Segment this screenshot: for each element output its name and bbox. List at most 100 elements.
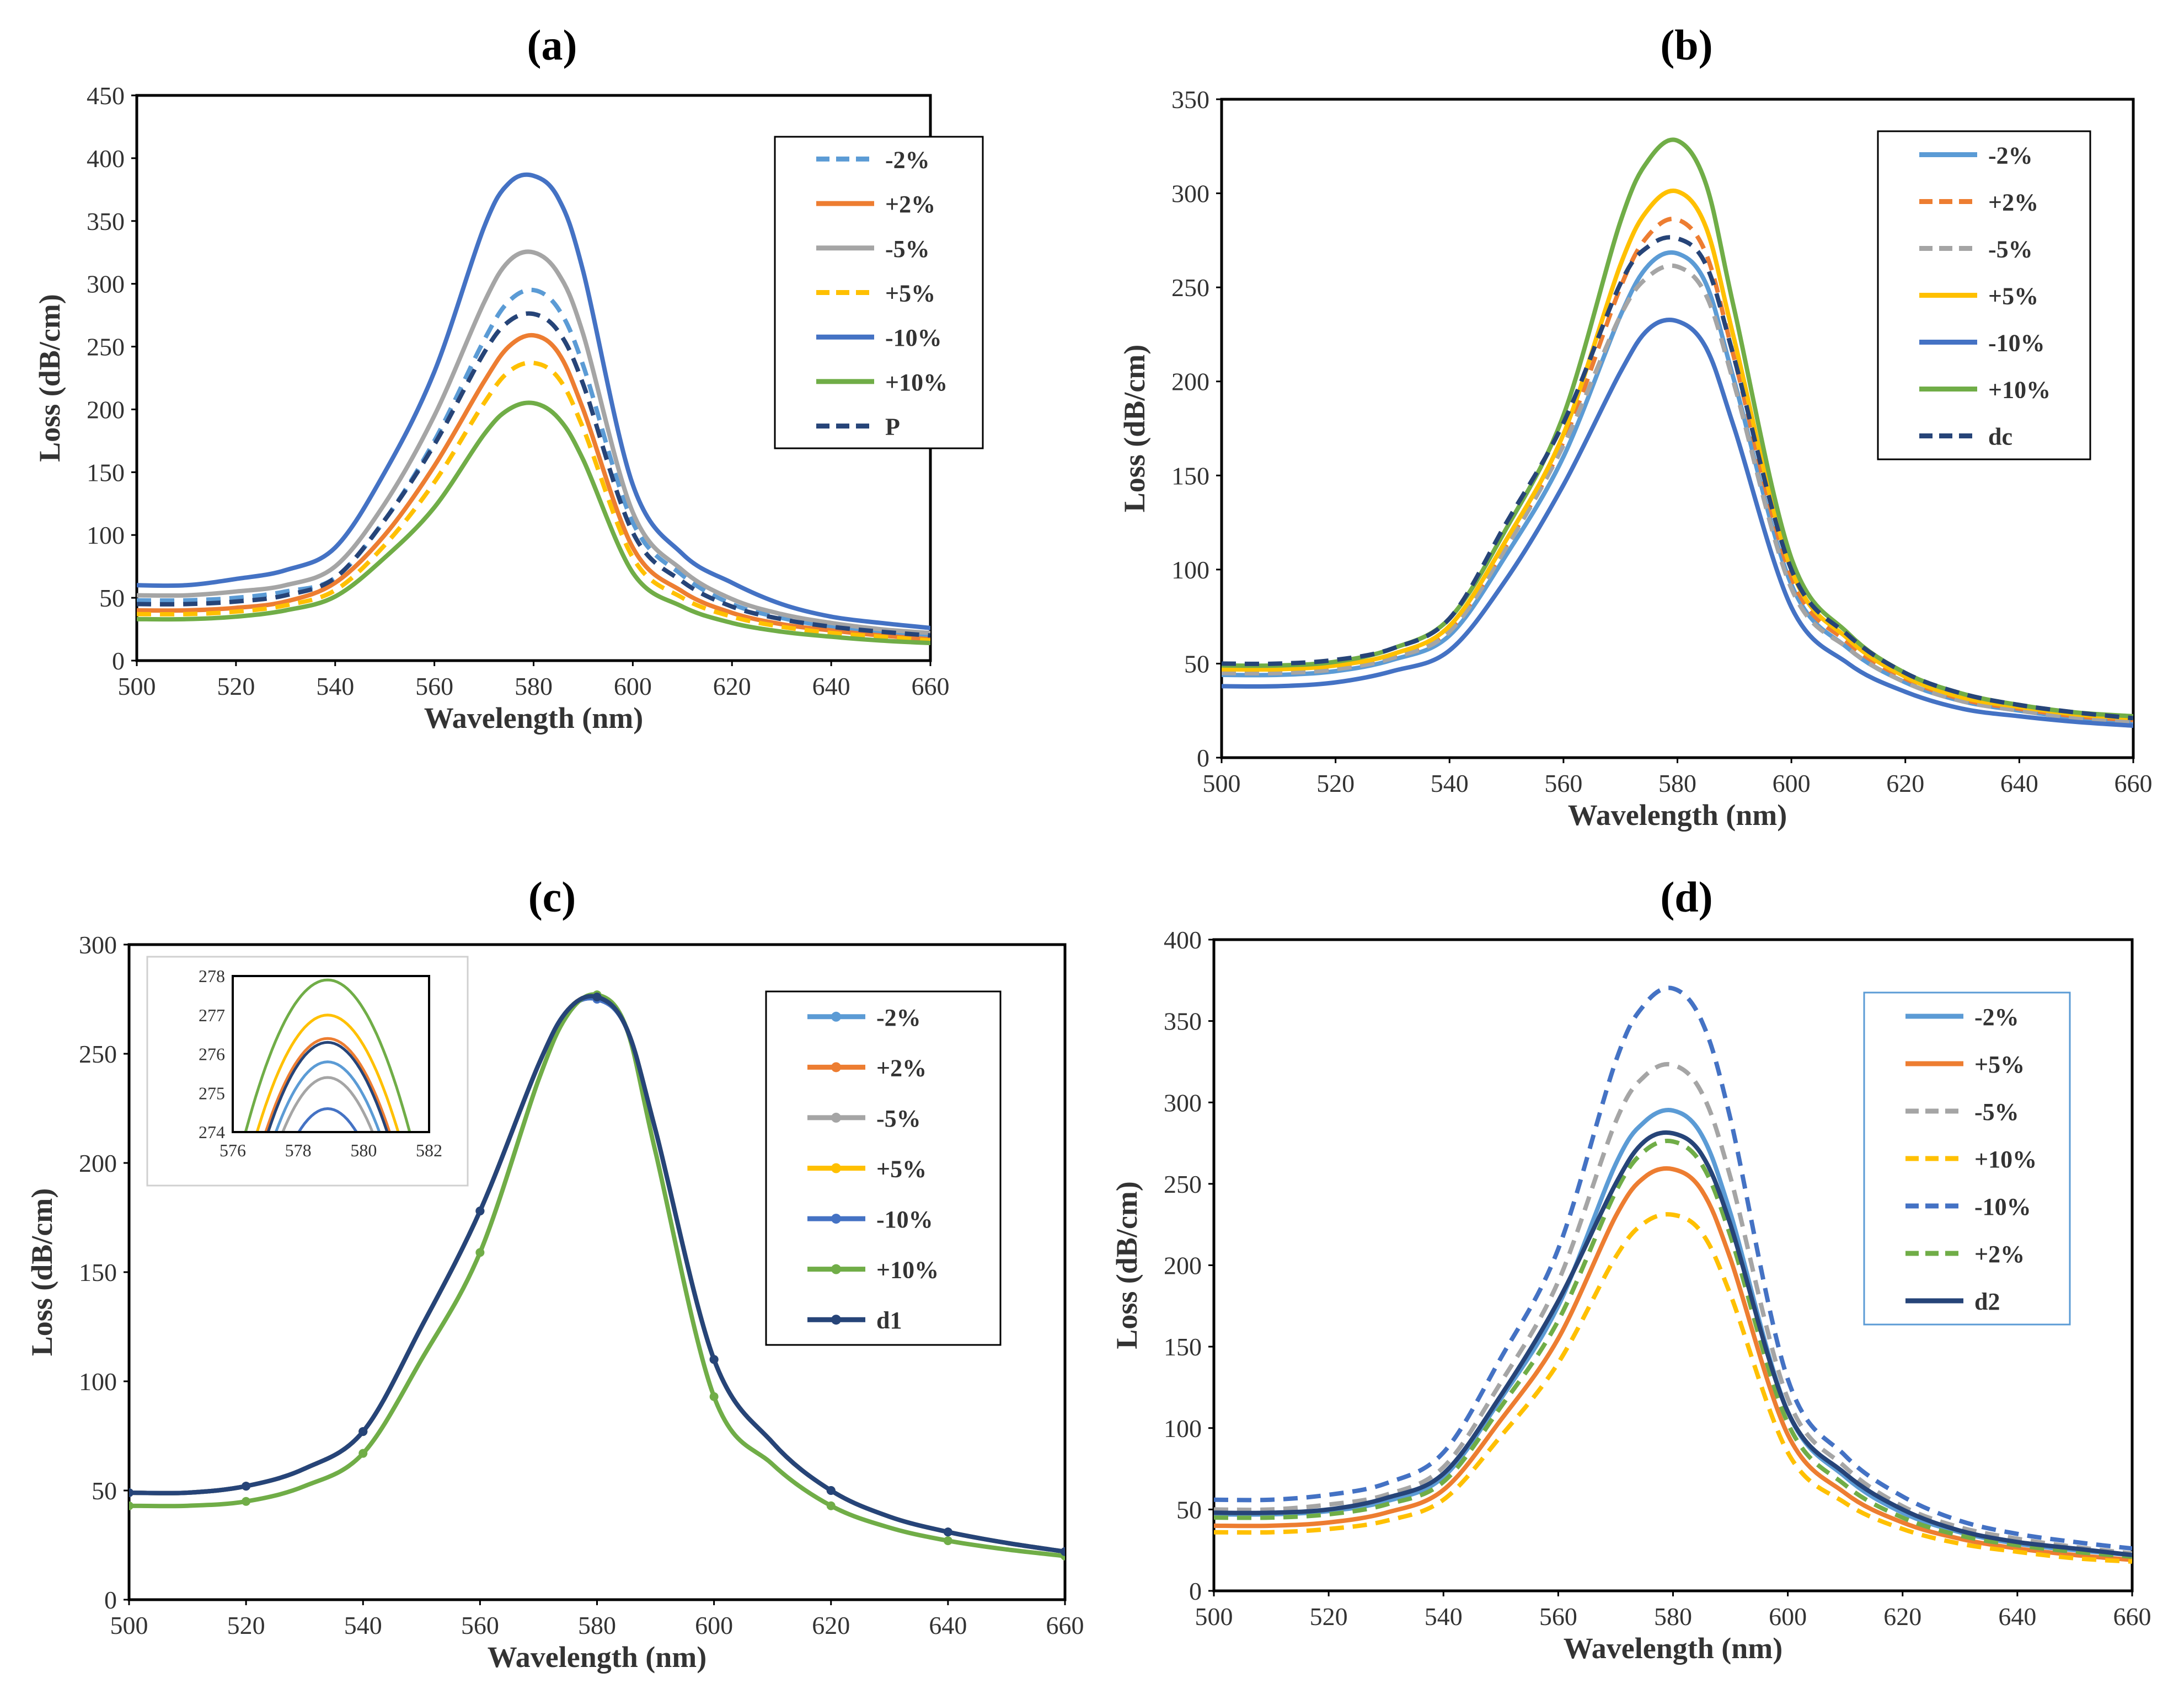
legend-entry: P xyxy=(885,414,900,441)
series-marker xyxy=(1061,1547,1065,1556)
legend-entry: -5% xyxy=(885,235,930,262)
legend-entry: +5% xyxy=(876,1156,927,1183)
x-tick-label: 520 xyxy=(1310,1602,1348,1631)
y-tick-label: 450 xyxy=(87,82,125,110)
series-line-4 xyxy=(1214,1212,2132,1564)
y-tick-label: 200 xyxy=(1164,1252,1202,1280)
legend-marker xyxy=(831,1315,841,1325)
series-marker xyxy=(826,1501,836,1510)
x-tick-label: 660 xyxy=(2115,769,2153,797)
series-line-7 xyxy=(137,311,930,638)
series-line-7 xyxy=(1222,235,2133,721)
legend-box xyxy=(765,990,1002,1346)
series-marker xyxy=(475,1248,485,1257)
legend-entry: +5% xyxy=(1974,1051,2025,1078)
x-tick-label: 540 xyxy=(344,1611,382,1639)
x-tick-label: 500 xyxy=(1195,1602,1233,1631)
legend: -2% +2% -5% +5% -10% +10% P xyxy=(774,136,984,449)
legend-entry: -10% xyxy=(876,1206,933,1233)
x-tick-label: 620 xyxy=(1883,1602,1921,1631)
inset-curve-2 xyxy=(255,1014,400,1132)
inset-y-tick-label: 278 xyxy=(199,966,225,986)
legend-entry: -10% xyxy=(1988,330,2045,357)
legend-entry: -5% xyxy=(876,1105,921,1132)
legend-entry: -2% xyxy=(1988,142,2033,169)
inset-chart: 274 275 276 277 278 576 578 580 582 xyxy=(146,956,469,1187)
legend-box xyxy=(774,136,984,449)
series-line-6 xyxy=(137,400,930,646)
series-layer xyxy=(1214,985,2132,1564)
x-tick-label: 540 xyxy=(1425,1602,1463,1631)
legend: -2% +2% -5% +5% -10% +10% dc xyxy=(1877,130,2091,460)
y-tick-label: 350 xyxy=(87,207,125,235)
inset-series-layer xyxy=(244,978,411,1132)
legend-entry: +10% xyxy=(876,1257,939,1284)
y-tick-label: 400 xyxy=(87,144,125,173)
y-tick-label: 300 xyxy=(87,270,125,298)
panel-label: (d) xyxy=(1660,873,1712,921)
x-tick-label: 640 xyxy=(1998,1602,2036,1631)
legend-entry: +2% xyxy=(1974,1241,2025,1268)
y-tick-label: 300 xyxy=(1164,1089,1202,1117)
series-marker xyxy=(475,1207,485,1216)
chart-panel-4: (d) 0 50 100 150 200 250 300 350 400 500 520 540 560 5… xyxy=(1110,873,2151,1665)
legend-box xyxy=(1863,991,2071,1326)
legend-entry: +5% xyxy=(885,280,935,307)
x-tick-label: 620 xyxy=(1886,769,1924,797)
series-marker xyxy=(242,1497,251,1506)
x-tick-label: 580 xyxy=(1654,1602,1692,1631)
x-tick-label: 660 xyxy=(1046,1611,1084,1639)
y-tick-label: 50 xyxy=(92,1477,117,1505)
series-marker xyxy=(242,1482,251,1491)
inset-y-tick-label: 275 xyxy=(199,1083,225,1103)
y-axis-title: Loss (dB/cm) xyxy=(33,294,66,462)
x-tick-label: 640 xyxy=(929,1611,967,1639)
y-tick-label: 0 xyxy=(1189,1577,1202,1605)
y-tick-label: 250 xyxy=(87,333,125,361)
legend: -2% +2% -5% +5% -10% +10% d1 xyxy=(765,990,1002,1346)
inset-curve-6 xyxy=(281,1076,374,1132)
inset-curve-1 xyxy=(244,978,411,1132)
series-line-2 xyxy=(137,333,930,642)
series-line-3 xyxy=(137,249,930,635)
y-axis-title: Loss (dB/cm) xyxy=(1110,1181,1143,1349)
x-tick-label: 580 xyxy=(578,1611,616,1639)
x-axis-title: Wavelength (nm) xyxy=(488,1640,707,1674)
legend: -2% +5% -5% +10% -10% +2% d2 xyxy=(1863,991,2071,1326)
x-tick-label: 500 xyxy=(110,1611,148,1639)
y-tick-label: 150 xyxy=(87,458,125,486)
x-tick-label: 600 xyxy=(1769,1602,1807,1631)
series-line-3 xyxy=(1222,263,2133,725)
y-tick-label: 50 xyxy=(1176,1495,1202,1524)
legend-entry: -5% xyxy=(1988,236,2033,263)
x-tick-label: 560 xyxy=(461,1611,499,1639)
chart-panel-1: (a) 0 50 100 150 200 250 300 350 400 450 500 520 540 5… xyxy=(33,21,984,734)
x-tick-label: 520 xyxy=(1316,769,1355,797)
y-tick-label: 350 xyxy=(1171,85,1209,114)
inset-y-tick-label: 274 xyxy=(199,1122,225,1142)
series-marker xyxy=(129,1488,133,1497)
inset-curve-7 xyxy=(297,1107,358,1132)
series-layer xyxy=(1222,137,2133,728)
legend-entry: +2% xyxy=(885,191,935,218)
legend-entry: -2% xyxy=(876,1004,921,1031)
y-tick-label: 300 xyxy=(79,931,117,959)
legend-entry: -10% xyxy=(1974,1193,2031,1220)
y-axis-title: Loss (dB/cm) xyxy=(25,1188,58,1357)
y-tick-label: 200 xyxy=(1171,368,1209,396)
x-tick-label: 540 xyxy=(1431,769,1469,797)
series-marker xyxy=(943,1527,952,1537)
x-tick-label: 520 xyxy=(217,672,255,700)
legend-marker xyxy=(831,1011,841,1022)
legend-entry: +10% xyxy=(1988,377,2051,404)
series-marker xyxy=(826,1486,836,1495)
legend-marker xyxy=(831,1264,841,1274)
legend-entry: +10% xyxy=(1974,1146,2037,1173)
series-line-7 xyxy=(1214,1130,2132,1557)
x-tick-label: 600 xyxy=(1773,769,1811,797)
series-marker xyxy=(709,1355,719,1364)
x-tick-label: 640 xyxy=(2000,769,2038,797)
x-tick-label: 600 xyxy=(695,1611,733,1639)
y-tick-label: 100 xyxy=(87,521,125,549)
chart-panel-2: (b) 0 50 100 150 200 250 300 350 500 520 540 560 580 6… xyxy=(1118,21,2153,832)
